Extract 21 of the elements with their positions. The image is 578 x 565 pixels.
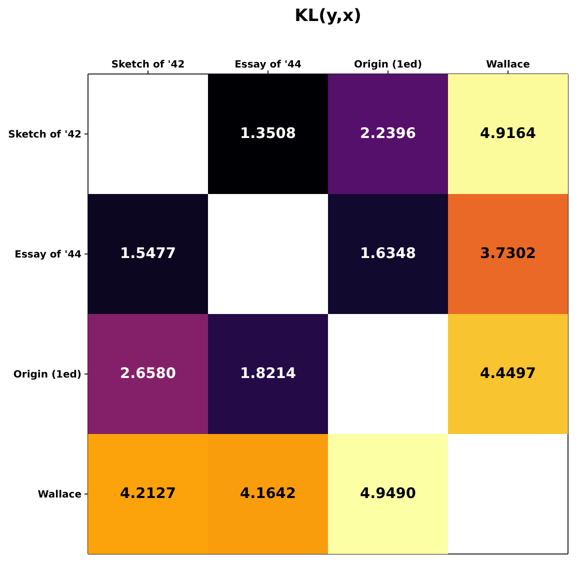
chart-title: KL(y,x)	[294, 6, 362, 26]
data-label: 2.6580	[120, 366, 176, 382]
data-label: 4.9490	[360, 486, 416, 502]
data-label: 4.4497	[480, 366, 536, 382]
data-label: 3.7302	[480, 246, 536, 262]
data-label: 4.1642	[240, 486, 296, 502]
x-tick-label: Sketch of '42	[111, 60, 185, 70]
x-tick-label: Wallace	[486, 60, 530, 70]
x-tick-label: Essay of '44	[234, 60, 302, 70]
data-label: 1.8214	[240, 366, 296, 382]
y-tick-label: Origin (1ed)	[13, 370, 82, 381]
data-label: 1.3508	[240, 126, 296, 142]
y-tick-label: Essay of '44	[14, 250, 82, 261]
data-label: 1.6348	[360, 246, 416, 262]
y-tick-label: Wallace	[38, 490, 82, 501]
data-label: 2.2396	[360, 126, 416, 142]
data-label: 4.9164	[480, 126, 536, 142]
y-tick-label: Sketch of '42	[8, 130, 82, 141]
data-label: 1.5477	[120, 246, 176, 262]
data-label: 4.2127	[120, 486, 176, 502]
x-tick-label: Origin (1ed)	[354, 60, 422, 70]
